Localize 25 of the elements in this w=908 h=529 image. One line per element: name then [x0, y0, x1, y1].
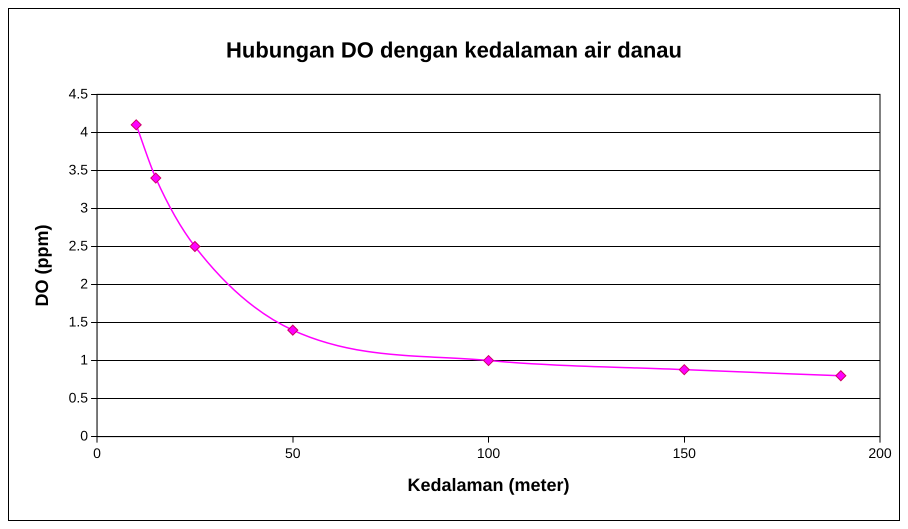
point: [189, 240, 200, 252]
x-tick-label: 200: [868, 444, 892, 461]
y-axis-title: DO (ppm): [32, 224, 52, 306]
y-tick-label: 1.5: [68, 313, 88, 330]
y-tick-label: 3: [80, 199, 88, 216]
point: [678, 364, 690, 376]
x-tick-label: 50: [285, 444, 301, 461]
y-tick-label: 2.5: [68, 237, 88, 254]
point: [835, 370, 846, 382]
y-tick-label: 4: [80, 123, 88, 140]
x-tick-label: 150: [672, 444, 696, 461]
x-tick-label: 100: [476, 444, 500, 461]
y-tick-label: 3.5: [68, 161, 88, 178]
y-tick-label: 0: [80, 427, 88, 444]
point: [150, 172, 162, 184]
y-tick-label: 2: [80, 275, 88, 292]
y-tick-label: 4.5: [68, 85, 88, 102]
x-axis-title: Kedalaman (meter): [408, 475, 570, 496]
point: [130, 119, 142, 130]
x-tick-label: 0: [93, 444, 102, 461]
y-tick-label: 1: [80, 351, 88, 368]
point: [483, 355, 494, 366]
chart-title: Hubungan DO dengan kedalaman air danau: [226, 37, 682, 62]
point: [287, 324, 298, 336]
y-tick-label: 0.5: [68, 389, 88, 406]
